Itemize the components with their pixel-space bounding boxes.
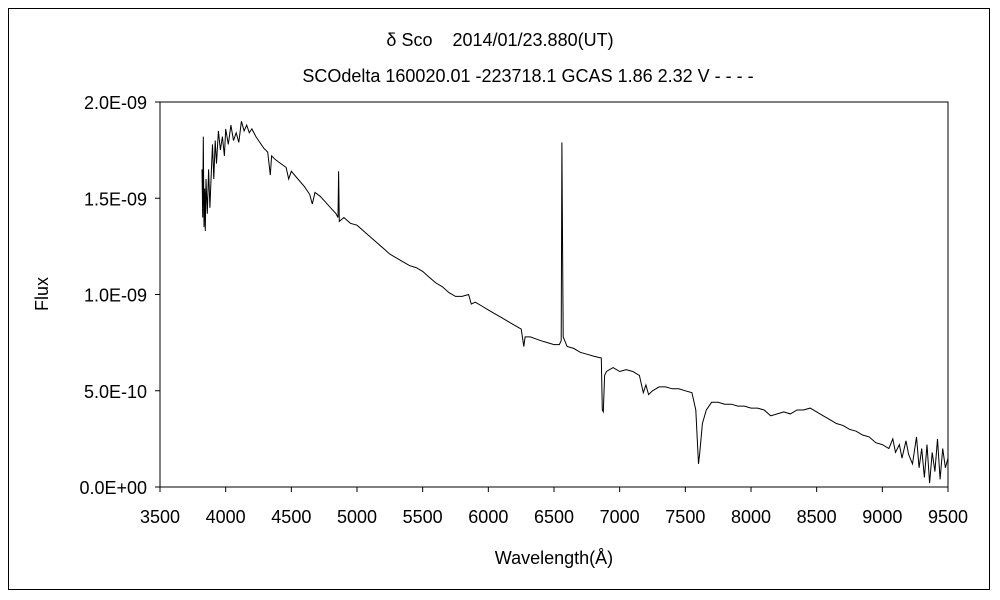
y-tick-label: 1.0E-09 <box>84 286 147 306</box>
chart-subtitle: SCOdelta 160020.01 -223718.1 GCAS 1.86 2… <box>302 66 753 86</box>
x-tick-label: 6500 <box>534 507 574 527</box>
x-tick-label: 6000 <box>468 507 508 527</box>
x-tick-label: 7500 <box>665 507 705 527</box>
spectrum-line <box>201 121 949 484</box>
x-tick-label: 3500 <box>140 507 180 527</box>
x-tick-label: 8000 <box>731 507 771 527</box>
y-tick-label: 2.0E-09 <box>84 93 147 113</box>
y-axis: 0.0E+00 5.0E-10 1.0E-09 1.5E-09 2.0E-09 <box>79 93 160 498</box>
x-tick-label: 9500 <box>928 507 968 527</box>
y-tick-label: 5.0E-10 <box>84 382 147 402</box>
x-tick-label: 7000 <box>600 507 640 527</box>
x-axis: 3500 4000 4500 5000 5500 6000 6500 7000 7500 8000… <box>140 487 968 527</box>
x-tick-label: 9000 <box>862 507 902 527</box>
plot-area <box>159 101 949 488</box>
x-tick-label: 5500 <box>403 507 443 527</box>
chart-frame <box>8 8 990 590</box>
x-tick-label: 5000 <box>337 507 377 527</box>
x-tick-label: 8500 <box>797 507 837 527</box>
x-tick-label: 4500 <box>271 507 311 527</box>
y-tick-label: 0.0E+00 <box>79 478 147 498</box>
chart-title: δ Sco 2014/01/23.880(UT) <box>386 30 613 50</box>
x-tick-label: 4000 <box>206 507 246 527</box>
y-tick-label: 1.5E-09 <box>84 189 147 209</box>
x-axis-label: Wavelength(Å) <box>495 548 613 568</box>
y-axis-label: Flux <box>32 277 52 311</box>
